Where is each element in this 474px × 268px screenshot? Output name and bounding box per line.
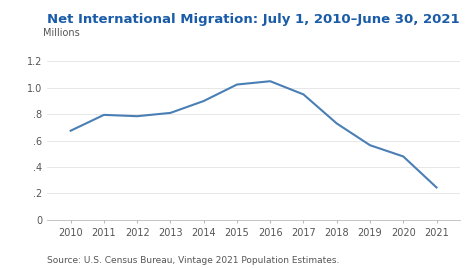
Text: Millions: Millions — [43, 28, 80, 38]
Text: Net International Migration: July 1, 2010–June 30, 2021: Net International Migration: July 1, 201… — [47, 13, 460, 26]
Text: Source: U.S. Census Bureau, Vintage 2021 Population Estimates.: Source: U.S. Census Bureau, Vintage 2021… — [47, 256, 340, 265]
